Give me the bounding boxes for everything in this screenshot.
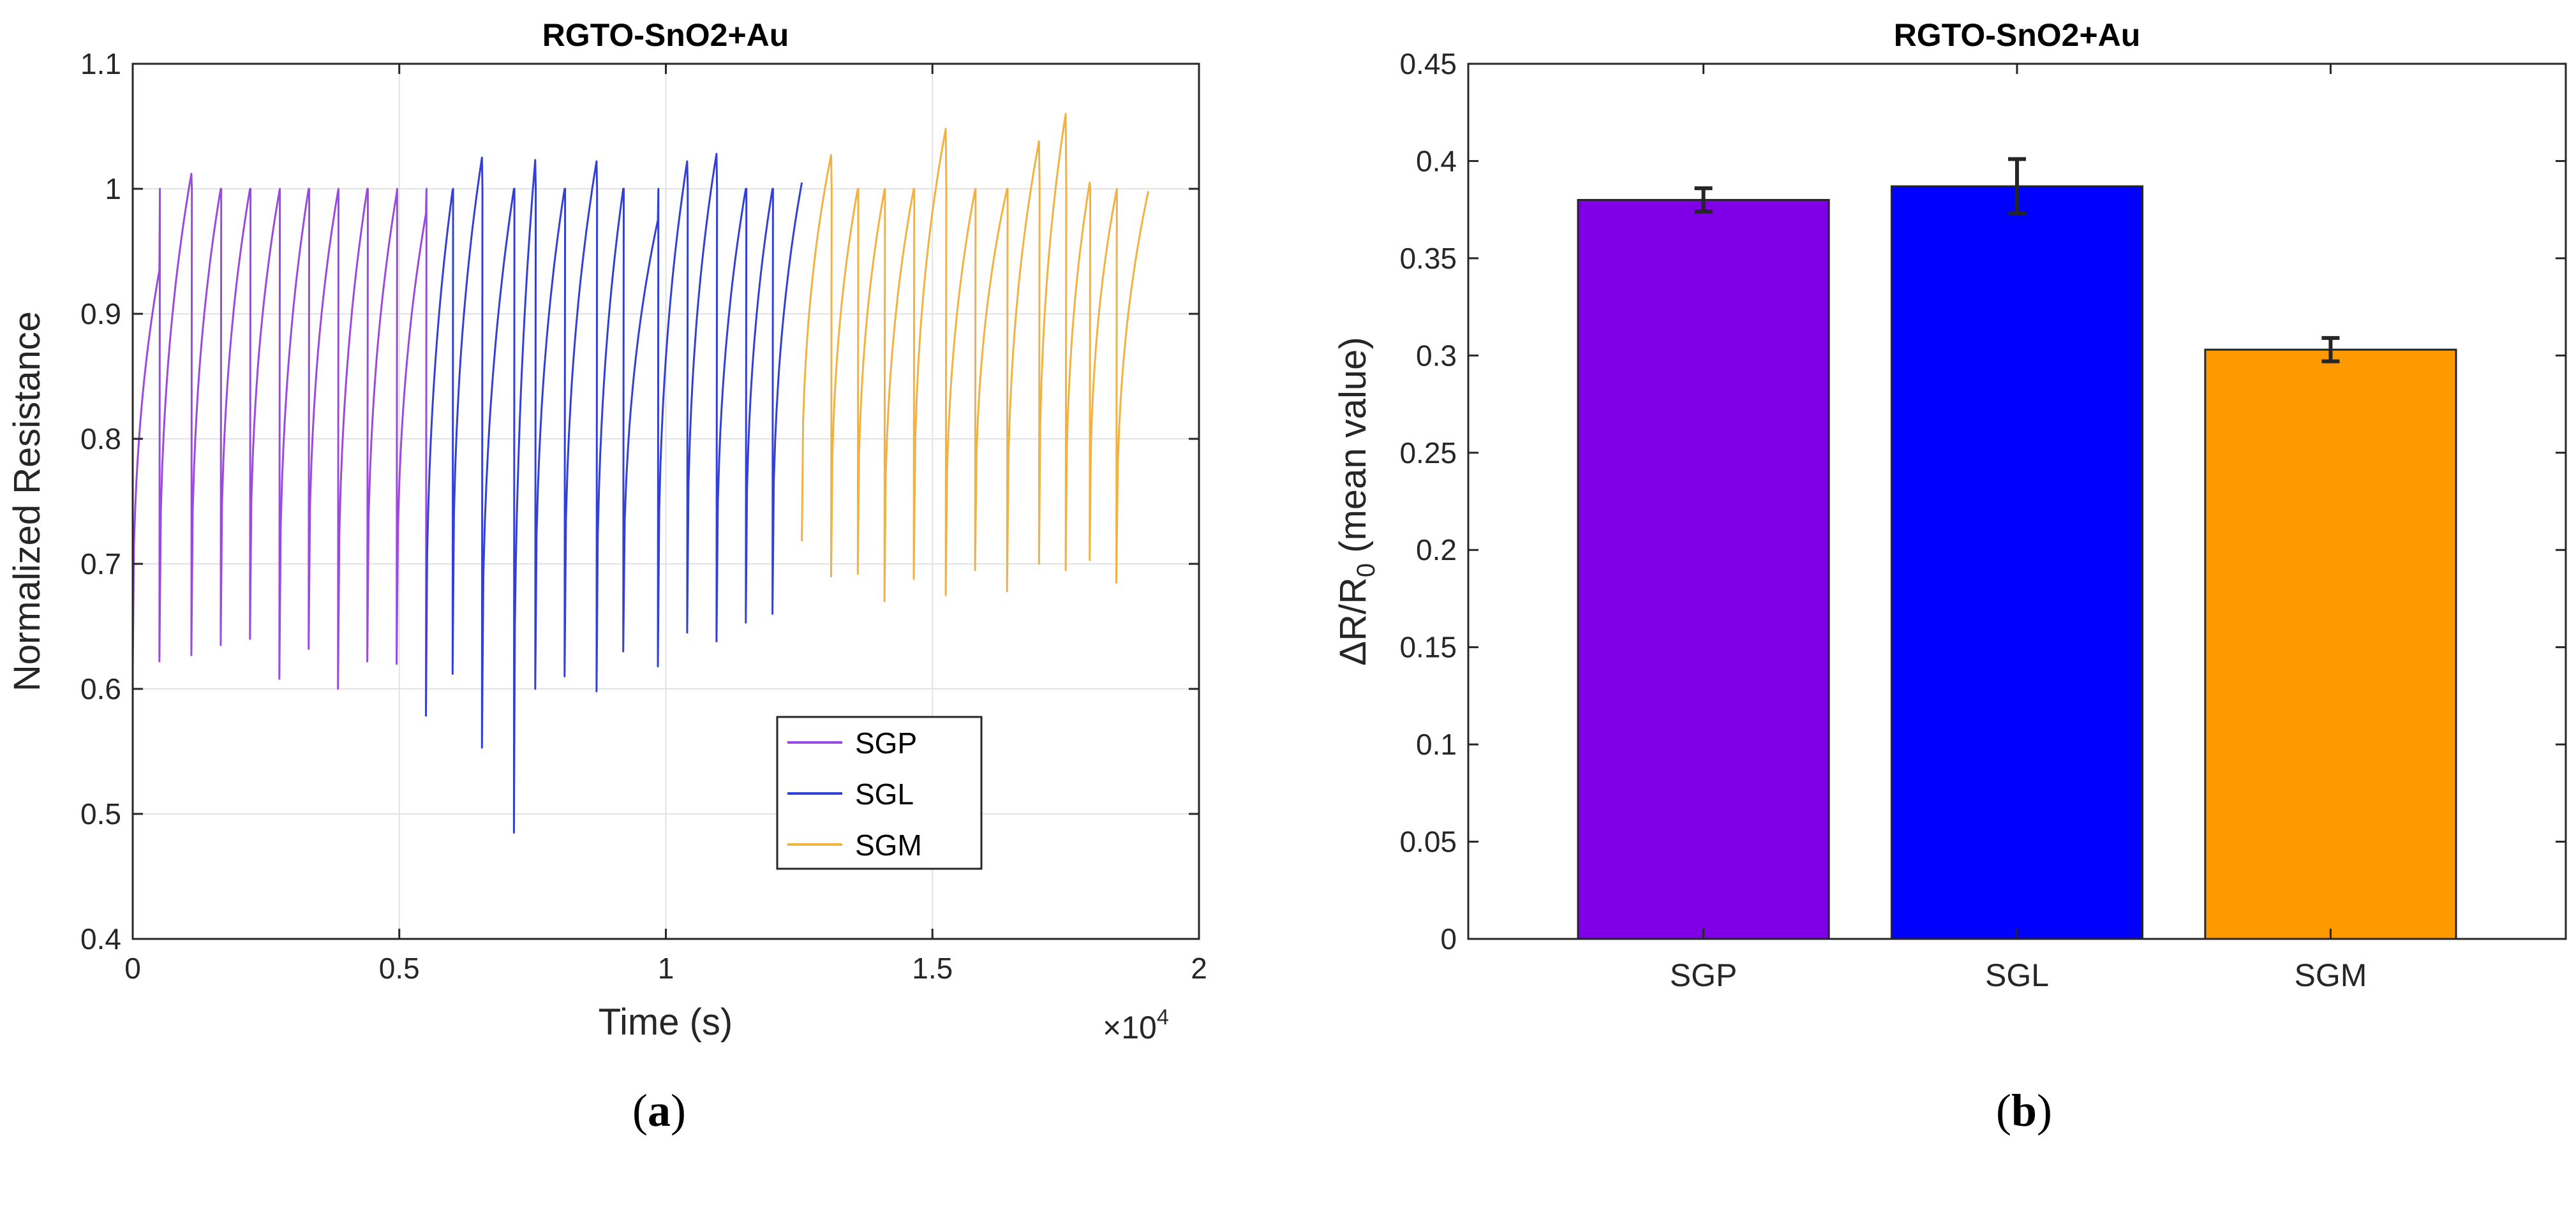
x-axis-multiplier: ×104 [1103,1005,1169,1045]
caption-a-letter: a [648,1085,671,1136]
caption-b: (b) [1995,1085,2052,1136]
x-multiplier-base: ×10 [1103,1010,1157,1045]
y-axis-label: Normalized Resistance [6,311,48,691]
bar-chart-b: 0 0.05 0.1 0.15 0.2 0.25 0.3 0.35 0.4 0.45 SGP SGL S… [1332,17,2567,993]
legend-label-sgl: SGL [855,778,914,811]
y-label-main: ΔR/R [1332,577,1374,666]
y-tick-label: 0.15 [1399,631,1457,664]
line-chart-a: 0 0.5 1 1.5 2 0.4 0.5 0.6 0.7 0.8 0.9 1 1.1 RGTO-SnO… [6,17,1207,1045]
y-tick-label: 0.5 [80,797,121,830]
caption-a: (a) [632,1085,686,1136]
y-tick-label: 0.25 [1399,436,1457,469]
series-lines [131,112,1150,834]
y-tick-label: 0.4 [1416,144,1457,177]
bar-sgm [2204,348,2457,940]
series-line-sgm [801,112,1150,603]
series-line-sgp [131,173,428,717]
y-tick-label: 0.8 [80,422,121,455]
error-bars [1694,157,2340,364]
caption-b-letter: b [2011,1085,2037,1136]
y-tick-label: 0.2 [1416,533,1457,566]
x-tick-label: 1.5 [912,952,953,985]
bars [1577,185,2457,940]
x-tick-label-sgp: SGP [1670,957,1738,993]
y-tick-label: 0.4 [80,922,121,955]
x-multiplier-exponent: 4 [1157,1005,1169,1029]
x-tick-label-sgl: SGL [1985,957,2049,993]
x-tick-label-sgm: SGM [2294,957,2367,993]
y-label-suffix: (mean value) [1332,337,1374,563]
y-tick-label: 1 [105,172,121,205]
axis-ticks: 0 0.5 1 1.5 2 0.4 0.5 0.6 0.7 0.8 0.9 1 1.1 [80,47,1207,985]
chart-title: RGTO-SnO2+Au [1894,17,2141,53]
bar-sgl [1890,185,2144,940]
x-axis-label: Time (s) [599,1001,733,1043]
y-tick-label: 0.35 [1399,242,1457,275]
x-tick-label: 0 [124,952,141,985]
y-tick-label: 0.45 [1399,47,1457,80]
y-tick-label: 0.1 [1416,728,1457,761]
y-tick-label: 0 [1440,922,1457,955]
y-tick-label: 0.3 [1416,339,1457,372]
chart-title: RGTO-SnO2+Au [542,17,789,53]
legend-label-sgp: SGP [855,727,917,760]
y-tick-label: 1.1 [80,47,121,80]
legend: SGP SGL SGM [776,716,983,870]
y-axis-label: ΔR/R0 (mean value) [1332,337,1380,666]
legend-label-sgm: SGM [855,829,922,862]
y-tick-label: 0.05 [1399,825,1457,859]
x-tick-label: 1 [658,952,674,985]
y-tick-label: 0.7 [80,547,121,580]
y-tick-label: 0.9 [80,297,121,330]
bar-sgp [1577,198,1830,940]
x-tick-label: 2 [1191,952,1207,985]
y-tick-label: 0.6 [80,672,121,705]
series-line-sgl [425,152,803,834]
axis-ticks: 0 0.05 0.1 0.15 0.2 0.25 0.3 0.35 0.4 0.45 SGP SGL S… [1399,47,2566,993]
y-label-subscript: 0 [1352,563,1380,577]
x-tick-label: 0.5 [379,952,420,985]
